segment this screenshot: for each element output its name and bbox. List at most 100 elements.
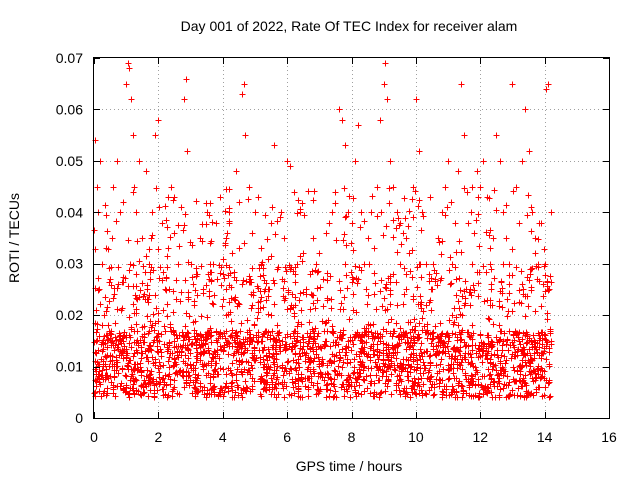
data-point (343, 213, 350, 220)
data-point (350, 370, 357, 377)
data-point (173, 277, 180, 284)
data-point (476, 394, 483, 401)
data-point (438, 251, 445, 258)
data-point (349, 220, 356, 227)
data-point (189, 242, 196, 249)
data-point (170, 362, 177, 369)
data-point (115, 341, 122, 348)
data-point (500, 385, 507, 392)
data-point (182, 323, 189, 330)
x-tick-label: 16 (601, 429, 617, 445)
data-point (220, 271, 227, 278)
data-point (220, 366, 227, 373)
data-point (307, 306, 314, 313)
data-point (427, 378, 434, 385)
data-point (403, 346, 410, 353)
data-point (331, 358, 338, 365)
data-point (527, 363, 534, 370)
data-point (361, 377, 368, 384)
data-point (468, 209, 475, 216)
data-point (164, 224, 171, 231)
data-point (357, 370, 364, 377)
data-point (368, 329, 375, 336)
data-point (114, 359, 121, 366)
data-point (428, 340, 435, 347)
data-point (397, 391, 404, 398)
data-point (155, 246, 162, 253)
data-point (108, 328, 115, 335)
data-point (343, 343, 350, 350)
data-point (536, 384, 543, 391)
data-point (160, 362, 167, 369)
data-point (546, 377, 553, 384)
data-point (312, 325, 319, 332)
data-point (424, 321, 431, 328)
data-point (162, 328, 169, 335)
data-point (428, 275, 435, 282)
data-point (126, 340, 133, 347)
data-point (110, 295, 117, 302)
data-point (432, 278, 439, 285)
data-point (532, 308, 539, 315)
data-point (509, 246, 516, 253)
data-point (215, 392, 222, 399)
data-point (343, 377, 350, 384)
data-point (312, 305, 319, 312)
data-point (375, 356, 382, 363)
data-point (125, 237, 132, 244)
data-point (526, 148, 533, 155)
data-point (544, 310, 551, 317)
data-point (233, 371, 240, 378)
data-point (428, 373, 435, 380)
data-point (184, 148, 191, 155)
data-point (462, 356, 469, 363)
data-point (463, 342, 470, 349)
data-point (506, 290, 513, 297)
data-point (541, 263, 548, 270)
data-point (519, 281, 526, 288)
data-point (193, 271, 200, 278)
data-point (417, 346, 424, 353)
data-point (451, 345, 458, 352)
data-point (486, 195, 493, 202)
data-point (180, 368, 187, 375)
data-point (373, 306, 380, 313)
data-point (152, 132, 159, 139)
data-point (310, 382, 317, 389)
data-point (542, 332, 549, 339)
data-point (433, 343, 440, 350)
data-point (182, 277, 189, 284)
data-point (330, 328, 337, 335)
data-point (371, 291, 378, 298)
data-point (420, 213, 427, 220)
data-point (452, 220, 459, 227)
data-point (454, 346, 461, 353)
data-point (163, 287, 170, 294)
data-point (291, 189, 298, 196)
data-point (503, 357, 510, 364)
data-point (532, 250, 539, 257)
data-point (438, 356, 445, 363)
data-point (143, 253, 150, 260)
data-point (193, 386, 200, 393)
data-point (543, 86, 550, 93)
data-point (126, 65, 133, 72)
data-point (379, 303, 386, 310)
data-point (464, 329, 471, 336)
data-point (470, 282, 477, 289)
data-point (323, 382, 330, 389)
data-point (521, 351, 528, 358)
data-point (388, 316, 395, 323)
data-point (524, 212, 531, 219)
data-point (229, 387, 236, 394)
data-point (292, 302, 299, 309)
data-point (133, 310, 140, 317)
data-point (102, 294, 109, 301)
data-point (416, 334, 423, 341)
data-point (299, 378, 306, 385)
data-point (127, 334, 134, 341)
data-point (234, 384, 241, 391)
data-point (476, 243, 483, 250)
data-point (118, 307, 125, 314)
data-point (221, 275, 228, 282)
